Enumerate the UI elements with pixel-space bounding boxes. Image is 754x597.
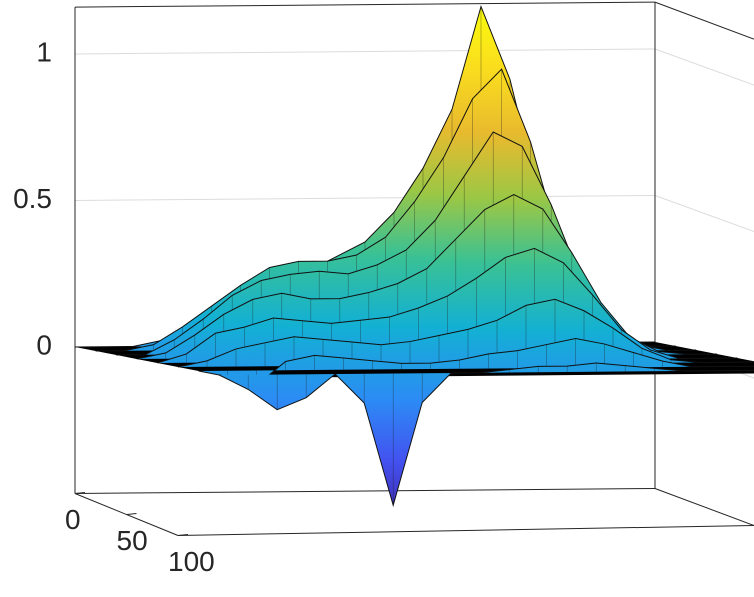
grid-line — [654, 48, 754, 86]
surface-face — [198, 338, 754, 386]
y-tick-label: 50 — [117, 525, 148, 556]
surface-row — [157, 247, 738, 364]
grid-line — [74, 48, 656, 55]
axis-frame — [177, 525, 754, 536]
grid-line — [74, 195, 656, 201]
y-tick-label: 0 — [65, 504, 81, 535]
surface-row — [218, 362, 754, 508]
y-tick-label: 100 — [168, 546, 215, 577]
axis-frame — [74, 488, 656, 494]
axis-frame — [654, 488, 754, 526]
z-tick-label: 0.5 — [13, 183, 52, 214]
z-tick-label: 1 — [36, 36, 52, 67]
y-tick — [74, 492, 86, 494]
axis-frame — [74, 1, 656, 8]
axis-frame — [654, 1, 754, 40]
y-tick — [177, 534, 189, 536]
surface-face — [219, 362, 754, 506]
y-tick — [126, 513, 137, 515]
z-tick-label: 0 — [36, 329, 52, 360]
surface-row — [136, 194, 717, 360]
surface-row — [198, 337, 754, 386]
surface-row — [177, 298, 754, 368]
grid-line — [654, 195, 754, 232]
